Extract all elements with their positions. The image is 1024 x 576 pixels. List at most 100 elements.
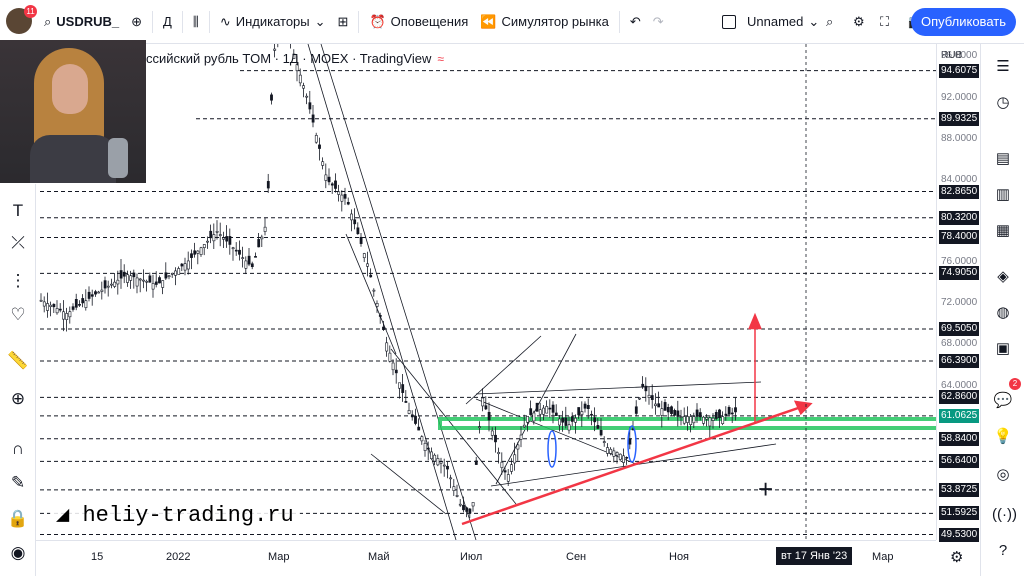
price-tick: 96.0000 <box>941 50 978 62</box>
indicators-button[interactable]: ∿ Индикаторы ⌄ <box>214 0 332 44</box>
candle <box>231 246 235 261</box>
interval-button[interactable]: Д <box>157 0 178 44</box>
layout-button[interactable]: Unnamed ⌄ <box>716 0 825 44</box>
candle <box>52 303 56 313</box>
zoom-in-icon[interactable]: ⊕ <box>10 389 26 408</box>
layout-name: Unnamed <box>747 14 804 29</box>
candle <box>334 173 337 193</box>
signal-icon[interactable]: ((·)) <box>992 506 1017 523</box>
candle <box>734 397 737 421</box>
bulb-icon[interactable]: 💡 <box>993 428 1013 445</box>
templates-button[interactable]: ⊞ <box>332 0 355 44</box>
pencil-lock-icon[interactable]: ✎ <box>10 473 26 492</box>
eye-icon[interactable]: ◉ <box>10 543 26 562</box>
candle <box>702 415 705 426</box>
candle <box>599 418 603 437</box>
search-button[interactable]: ⌕ <box>820 0 839 44</box>
hotlist-icon[interactable]: ◈ <box>997 268 1009 285</box>
clock-icon[interactable]: ◷ <box>996 94 1010 111</box>
candle <box>442 458 446 477</box>
candle <box>113 272 117 289</box>
candles-icon: ⫼ <box>192 13 199 29</box>
forecast-tool-icon[interactable]: ⋮ <box>9 271 27 290</box>
symbol-search-button[interactable]: ⌕ USDRUB_ <box>38 0 125 44</box>
candle <box>42 296 46 313</box>
candle <box>705 414 709 427</box>
magnet-icon[interactable]: ∩ <box>11 439 25 458</box>
chart-type-button[interactable]: ⫼ <box>187 0 205 44</box>
fullscreen-button[interactable]: ⛶ <box>874 0 895 44</box>
undo-button[interactable]: ↶ <box>624 0 647 44</box>
help-icon[interactable]: ? <box>998 542 1008 559</box>
watchlist-icon[interactable]: ☰ <box>996 58 1010 75</box>
cursor-date-label: вт 17 Янв '23 <box>776 547 853 565</box>
candle <box>615 451 619 464</box>
candle <box>401 374 405 402</box>
candle <box>558 414 561 432</box>
candle <box>228 228 232 255</box>
publish-button[interactable]: Опубликовать <box>910 8 1016 36</box>
candle <box>138 277 142 293</box>
price-chart[interactable] <box>36 44 936 540</box>
price-axis[interactable]: RUB 96.0000 92.0000 88.0000 84.0000 76.0000 7… <box>936 44 980 542</box>
search-icon: ⌕ <box>44 13 52 29</box>
candle <box>593 407 597 432</box>
horizontal-levels <box>40 70 936 536</box>
calendar-icon[interactable]: ▦ <box>995 222 1011 239</box>
candle <box>609 447 613 456</box>
candle <box>634 400 638 417</box>
candle <box>330 182 334 194</box>
text-tool-icon[interactable]: T <box>12 201 24 220</box>
replay-button[interactable]: ⏪ Симулятор рынка <box>474 0 615 44</box>
ruler-icon[interactable]: 📏 <box>7 351 29 370</box>
time-tick: Мар <box>268 551 290 563</box>
candle <box>657 391 661 408</box>
alerts-button[interactable]: ⏰ Оповещения <box>363 0 474 44</box>
candle <box>174 267 177 286</box>
candle <box>548 399 552 418</box>
candle <box>638 397 641 400</box>
layers-icon[interactable]: ▣ <box>995 340 1011 357</box>
price-level-label: 51.5925 <box>939 506 980 521</box>
lock-icon[interactable]: 🔒 <box>7 509 29 528</box>
news-icon[interactable]: ▤ <box>995 150 1011 167</box>
settings-button[interactable]: ⚙ <box>847 0 871 44</box>
candle <box>474 456 478 465</box>
candle <box>183 257 187 276</box>
candle <box>199 246 203 257</box>
indicators-icon: ∿ <box>219 13 231 29</box>
candle <box>590 410 593 426</box>
time-axis[interactable]: 15 2022 Мар Май Июл Сен Ноя Мар вт 17 Ян… <box>36 540 936 576</box>
add-symbol-button[interactable]: ⊕ <box>125 0 148 44</box>
price-level-label: 80.3200 <box>939 210 980 225</box>
candle <box>116 270 120 295</box>
candle <box>394 358 398 384</box>
chat-icon[interactable]: 💬 <box>993 392 1013 409</box>
candle <box>532 410 536 425</box>
streams-icon[interactable]: ◎ <box>996 466 1010 483</box>
candle <box>644 377 648 402</box>
redo-button[interactable]: ↷ <box>647 0 670 44</box>
wave-icon: ≈ <box>437 52 444 66</box>
time-tick: Июл <box>460 551 483 563</box>
data-window-icon[interactable]: ▥ <box>995 186 1011 203</box>
candle <box>151 274 155 298</box>
axis-settings-gear-icon[interactable]: ⚙ <box>950 549 964 566</box>
pattern-tool-icon[interactable]: ⤫ <box>11 233 25 252</box>
candle <box>132 269 136 289</box>
currency-label: RUB <box>941 50 963 61</box>
candle <box>686 406 689 431</box>
candle <box>689 413 693 433</box>
candle <box>538 402 542 422</box>
candle <box>478 421 481 434</box>
candle <box>730 407 734 423</box>
candle <box>170 272 174 278</box>
favorites-heart-icon[interactable]: ♡ <box>10 305 26 324</box>
price-level-label: 62.8600 <box>939 390 980 405</box>
webcam-face <box>52 64 88 114</box>
candle <box>110 278 113 289</box>
candle <box>417 418 421 431</box>
ideas-icon[interactable]: ◍ <box>996 304 1010 321</box>
chart-legend: ссийский рубль TOM · 1Д · MOEX · Trading… <box>146 51 444 66</box>
